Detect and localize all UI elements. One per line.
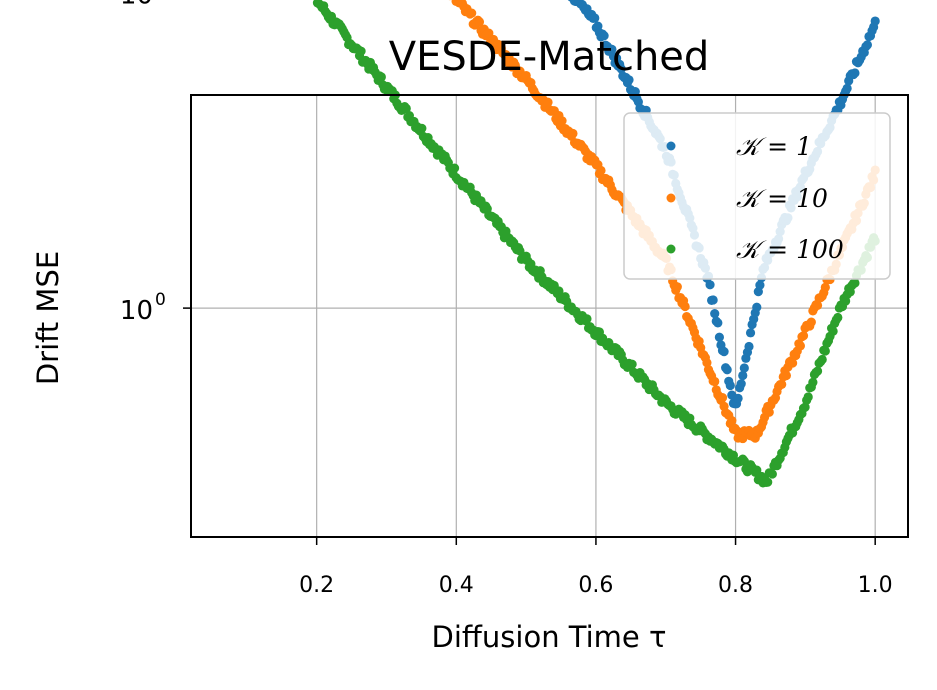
y-tick-exponent: 0 — [155, 290, 166, 310]
data-point — [710, 309, 720, 319]
data-point — [376, 72, 386, 82]
data-point — [356, 46, 366, 56]
data-point — [417, 123, 427, 133]
y-tick-label: 10 — [120, 296, 153, 326]
data-point — [708, 295, 718, 305]
data-point — [850, 68, 860, 78]
x-tick-label: 0.2 — [299, 573, 334, 598]
data-point — [719, 347, 729, 357]
data-point — [725, 380, 735, 391]
data-point — [616, 64, 626, 74]
legend: 𝒦 = 1 𝒦 = 10 𝒦 = 100 — [623, 112, 891, 280]
data-point — [803, 392, 813, 402]
data-point — [817, 354, 827, 365]
legend-marker-k10 — [666, 193, 676, 203]
data-point — [484, 28, 494, 38]
data-point — [557, 116, 567, 126]
data-point — [680, 301, 690, 312]
legend-label-k100: 𝒦 = 100 — [736, 235, 844, 264]
data-point — [781, 370, 791, 381]
data-point — [820, 346, 830, 356]
y-axis-label: Drift MSE — [31, 251, 65, 385]
data-point — [474, 17, 485, 27]
data-point — [727, 415, 737, 426]
data-point — [672, 282, 682, 292]
x-tick-label: 1.0 — [858, 573, 893, 598]
data-point — [449, 163, 460, 173]
data-point — [812, 300, 823, 310]
data-point — [515, 246, 525, 256]
data-point — [722, 365, 732, 375]
data-point — [739, 363, 749, 373]
data-point — [599, 31, 609, 41]
x-axis-ticks: 0.2 0.4 0.6 0.8 1.0 — [299, 537, 893, 598]
data-point — [401, 103, 411, 114]
data-point — [798, 331, 809, 341]
data-point — [795, 341, 806, 351]
plot-frame — [190, 94, 909, 538]
data-point — [582, 314, 592, 324]
data-point — [842, 83, 852, 93]
data-point — [713, 318, 723, 328]
data-point — [828, 326, 838, 336]
x-tick-label: 0.8 — [718, 573, 753, 598]
x-tick-label: 0.4 — [439, 573, 474, 598]
legend-marker-k100 — [666, 244, 676, 254]
data-point — [767, 469, 777, 479]
data-point — [808, 377, 818, 387]
data-point — [738, 370, 748, 381]
data-point — [467, 8, 477, 18]
data-point — [624, 75, 634, 85]
data-point — [705, 280, 715, 290]
data-point — [736, 379, 746, 389]
data-point — [590, 13, 600, 23]
data-point — [862, 40, 873, 50]
series-2 — [312, 0, 880, 488]
data-point — [752, 465, 762, 475]
data-point — [714, 332, 724, 342]
series-layer — [312, 0, 880, 488]
data-point — [568, 128, 578, 139]
legend-box — [623, 112, 891, 280]
data-point — [596, 165, 606, 176]
legend-label-k10: 𝒦 = 10 — [736, 184, 828, 213]
data-point — [717, 392, 728, 403]
data-point — [627, 359, 637, 369]
data-point — [752, 302, 762, 312]
legend-label-k1: 𝒦 = 1 — [736, 132, 812, 161]
data-point — [630, 87, 640, 97]
data-point — [806, 317, 816, 327]
x-axis-label: Diffusion Time τ — [432, 620, 667, 654]
data-point — [543, 97, 553, 107]
data-point — [812, 366, 823, 376]
legend-marker-k1 — [666, 141, 676, 151]
x-tick-label: 0.6 — [578, 573, 613, 598]
data-point — [554, 286, 564, 296]
y-tick-label: 10 — [120, 0, 153, 10]
data-point — [710, 376, 720, 387]
data-point — [820, 282, 830, 292]
y-axis-ticks: 100102104 — [120, 0, 191, 326]
data-point — [733, 393, 743, 403]
data-point — [745, 328, 756, 338]
data-point — [744, 341, 754, 352]
data-point — [870, 16, 880, 26]
data-point — [764, 407, 774, 417]
data-point — [763, 477, 773, 487]
data-point — [788, 358, 798, 368]
data-point — [800, 402, 810, 412]
data-point — [833, 312, 843, 323]
data-point — [607, 44, 617, 54]
data-point — [850, 278, 860, 288]
data-point — [777, 379, 787, 390]
chart-title: VESDE-Matched — [389, 34, 710, 80]
data-point — [755, 280, 765, 290]
series-1 — [448, 0, 880, 444]
